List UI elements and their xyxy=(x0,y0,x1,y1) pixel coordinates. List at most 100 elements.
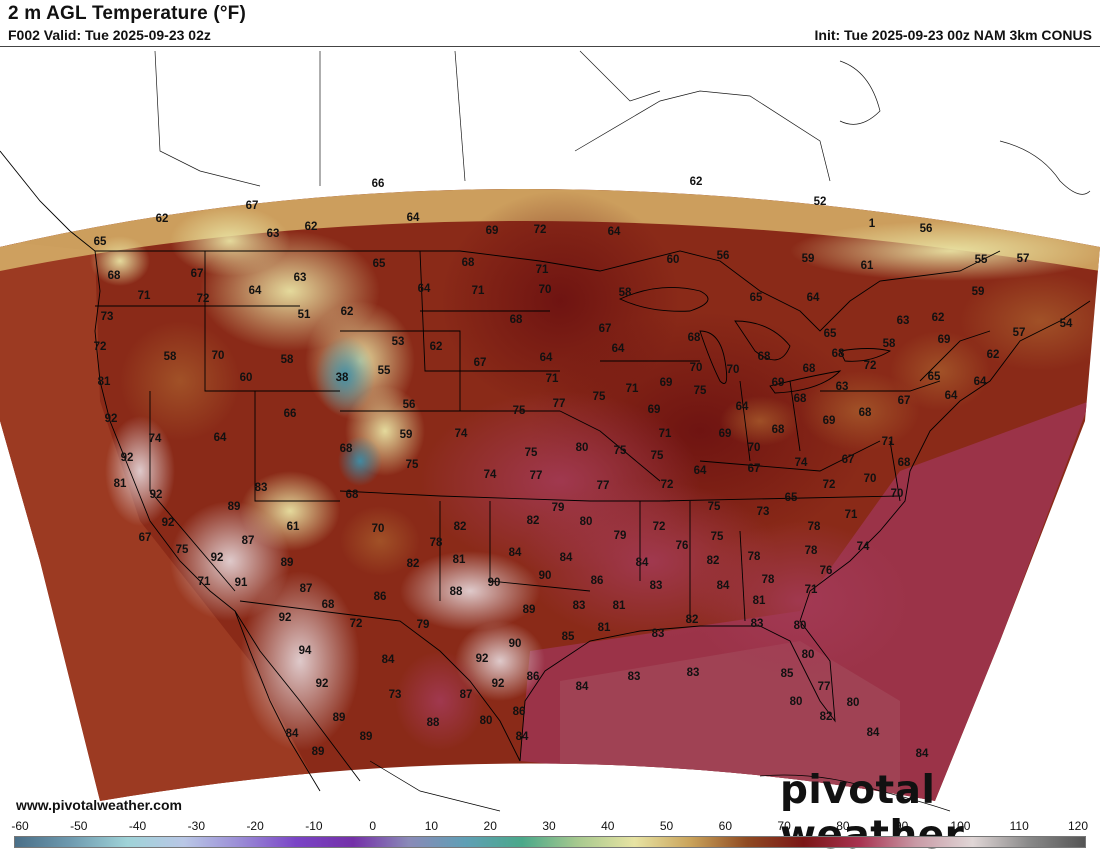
temperature-label: 79 xyxy=(614,530,627,542)
temperature-label: 89 xyxy=(523,604,536,616)
colorbar-tick-label: -60 xyxy=(11,819,29,833)
colorbar-tick-label: -30 xyxy=(187,819,205,833)
temperature-label: 64 xyxy=(807,292,820,304)
colorbar-tick-label: 50 xyxy=(659,819,674,833)
temperature-label: 76 xyxy=(820,565,833,577)
temperature-map: 66 62 52 1 56 62 67 64 63 62 69 72 64 65 68 60 56 59 61 55 5… xyxy=(0,46,1100,821)
temperature-label: 75 xyxy=(651,450,664,462)
temperature-label: 60 xyxy=(667,254,680,266)
colorbar-tick-label: 90 xyxy=(894,819,909,833)
temperature-label: 72 xyxy=(350,618,363,630)
colorbar-tick-label: -40 xyxy=(128,819,147,833)
temperature-label: 71 xyxy=(198,576,211,588)
temperature-label: 62 xyxy=(690,176,703,188)
temperature-colorbar xyxy=(14,836,1086,848)
temperature-label: 72 xyxy=(653,521,666,533)
temperature-label: 61 xyxy=(287,521,300,533)
temperature-label: 75 xyxy=(525,447,538,459)
temperature-label: 76 xyxy=(676,540,689,552)
temperature-label: 80 xyxy=(847,697,860,709)
temperature-label: 79 xyxy=(417,619,430,631)
temperature-label: 73 xyxy=(101,311,114,323)
temperature-label: 62 xyxy=(305,221,318,233)
temperature-label: 69 xyxy=(823,415,836,427)
temperature-label: 64 xyxy=(249,285,262,297)
temperature-label: 57 xyxy=(1017,253,1030,265)
temperature-label: 92 xyxy=(476,653,489,665)
temperature-label: 64 xyxy=(540,352,553,364)
temperature-label: 69 xyxy=(772,377,785,389)
colorbar-tick-label: 40 xyxy=(601,819,615,833)
colorbar-tick-label: 10 xyxy=(424,819,439,833)
temperature-label: 67 xyxy=(191,268,204,280)
temperature-label: 84 xyxy=(636,557,649,569)
temperature-label: 59 xyxy=(802,253,815,265)
temperature-label: 75 xyxy=(708,501,721,513)
temperature-label: 75 xyxy=(406,459,419,471)
temperature-label: 75 xyxy=(176,544,189,556)
colorbar-tick-label: 80 xyxy=(836,819,850,833)
temperature-label: 87 xyxy=(300,583,313,595)
temperature-label: 72 xyxy=(94,341,107,353)
temperature-label: 67 xyxy=(139,532,152,544)
temperature-label: 82 xyxy=(407,558,420,570)
temperature-label: 64 xyxy=(407,212,420,224)
temperature-label: 70 xyxy=(748,442,761,454)
colorbar-tick-label: 0 xyxy=(369,819,376,833)
temperature-label: 71 xyxy=(805,584,818,596)
temperature-label: 67 xyxy=(748,463,761,475)
temperature-label: 56 xyxy=(920,223,933,235)
temperature-label: 71 xyxy=(845,509,858,521)
temperature-label: 92 xyxy=(150,489,163,501)
temperature-label: 64 xyxy=(945,390,958,402)
temperature-label: 86 xyxy=(513,706,526,718)
temperature-label: 57 xyxy=(1013,327,1026,339)
temperature-label: 80 xyxy=(580,516,593,528)
temperature-label: 80 xyxy=(802,649,815,661)
temperature-label: 68 xyxy=(688,332,701,344)
temperature-label: 84 xyxy=(382,654,395,666)
temperature-label: 56 xyxy=(403,399,416,411)
temperature-label: 78 xyxy=(805,545,818,557)
temperature-label: 58 xyxy=(281,354,294,366)
map-title: 2 m AGL Temperature (°F) xyxy=(8,3,246,24)
temperature-label: 86 xyxy=(591,575,604,587)
temperature-label: 63 xyxy=(267,228,280,240)
temperature-label: 90 xyxy=(488,577,501,589)
temperature-label: 68 xyxy=(859,407,872,419)
temperature-label: 72 xyxy=(197,293,210,305)
temperature-label: 69 xyxy=(648,404,661,416)
colorbar-tick-label: 30 xyxy=(542,819,556,833)
temperature-label: 71 xyxy=(536,264,549,276)
temperature-label: 58 xyxy=(619,287,632,299)
temperature-label: 69 xyxy=(719,428,732,440)
temperature-label: 72 xyxy=(823,479,836,491)
colorbar-tick-label: 120 xyxy=(1067,819,1089,833)
colorbar-tick-label: 110 xyxy=(1009,819,1029,833)
temperature-label: 70 xyxy=(891,488,904,500)
temperature-label: 52 xyxy=(814,196,827,208)
temperature-label: 78 xyxy=(748,551,761,563)
temperature-label: 72 xyxy=(534,224,547,236)
temperature-label: 59 xyxy=(400,429,413,441)
temperature-label: 92 xyxy=(162,517,175,529)
temperature-label: 89 xyxy=(312,746,325,758)
temperature-label: 56 xyxy=(717,250,730,262)
great-lakes xyxy=(618,287,892,394)
temperature-label: 68 xyxy=(108,270,121,282)
temperature-label: 83 xyxy=(255,482,268,494)
temperature-label: 78 xyxy=(762,574,775,586)
temperature-label: 72 xyxy=(864,360,877,372)
temperature-label: 71 xyxy=(626,383,639,395)
temperature-label: 64 xyxy=(612,343,625,355)
colorbar-tick-label: -50 xyxy=(70,819,88,833)
temperature-label: 65 xyxy=(94,236,107,248)
temperature-label: 66 xyxy=(372,178,385,190)
temperature-label: 91 xyxy=(235,577,248,589)
temperature-label: 84 xyxy=(576,681,589,693)
temperature-label: 77 xyxy=(530,470,543,482)
temperature-label: 87 xyxy=(460,689,473,701)
temperature-label: 58 xyxy=(164,351,177,363)
temperature-label: 70 xyxy=(372,523,385,535)
